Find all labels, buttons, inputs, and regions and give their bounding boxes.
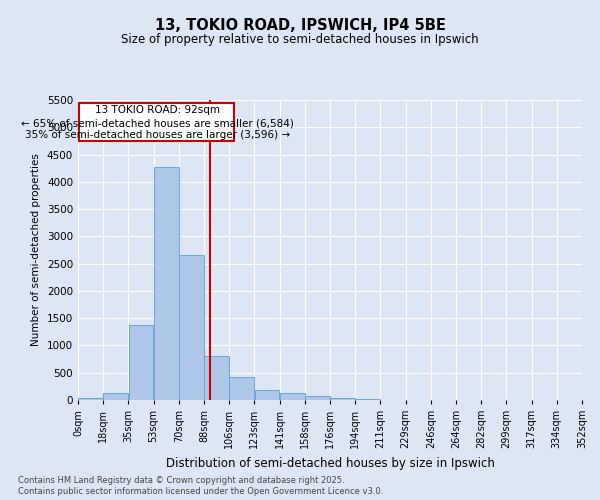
FancyBboxPatch shape: [79, 102, 233, 142]
Bar: [154, 166, 179, 400]
Bar: [78, 398, 103, 400]
Bar: [280, 394, 305, 400]
Bar: [330, 398, 355, 400]
Text: 13 TOKIO ROAD: 92sqm: 13 TOKIO ROAD: 92sqm: [95, 106, 220, 116]
Bar: [204, 356, 229, 400]
Text: 13, TOKIO ROAD, IPSWICH, IP4 5BE: 13, TOKIO ROAD, IPSWICH, IP4 5BE: [155, 18, 445, 32]
Text: Size of property relative to semi-detached houses in Ipswich: Size of property relative to semi-detach…: [121, 32, 479, 46]
Text: 35% of semi-detached houses are larger (3,596) →: 35% of semi-detached houses are larger (…: [25, 130, 290, 140]
Bar: [128, 326, 154, 400]
Bar: [305, 396, 330, 400]
Bar: [229, 376, 254, 400]
Bar: [254, 390, 280, 400]
Y-axis label: Number of semi-detached properties: Number of semi-detached properties: [31, 154, 41, 346]
Bar: [103, 394, 128, 400]
Text: Contains HM Land Registry data © Crown copyright and database right 2025.: Contains HM Land Registry data © Crown c…: [18, 476, 344, 485]
Text: Contains public sector information licensed under the Open Government Licence v3: Contains public sector information licen…: [18, 488, 383, 496]
Bar: [179, 256, 204, 400]
Text: ← 65% of semi-detached houses are smaller (6,584): ← 65% of semi-detached houses are smalle…: [21, 118, 293, 128]
X-axis label: Distribution of semi-detached houses by size in Ipswich: Distribution of semi-detached houses by …: [166, 456, 494, 469]
